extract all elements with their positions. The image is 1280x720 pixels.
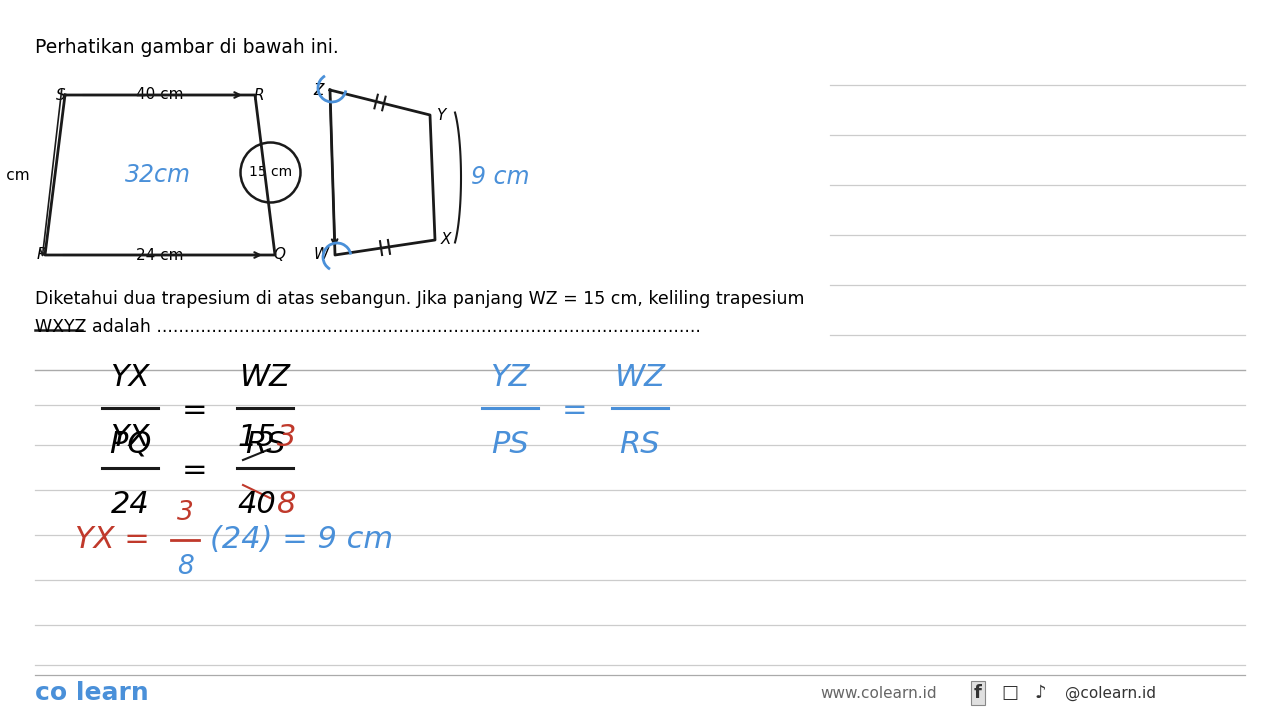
Text: Perhatikan gambar di bawah ini.: Perhatikan gambar di bawah ini. <box>35 38 339 57</box>
Text: 32 cm: 32 cm <box>0 168 29 182</box>
Text: YX: YX <box>110 363 150 392</box>
Text: P: P <box>36 247 46 262</box>
Text: 8: 8 <box>177 554 193 580</box>
Text: S: S <box>56 88 65 103</box>
Text: Y: Y <box>436 108 445 123</box>
Text: YX: YX <box>110 423 150 452</box>
Text: (24) = 9 cm: (24) = 9 cm <box>210 526 393 554</box>
Text: ♪: ♪ <box>1034 684 1046 702</box>
Text: 32cm: 32cm <box>125 163 191 187</box>
Text: 24 cm: 24 cm <box>136 248 184 263</box>
Text: WZ: WZ <box>614 363 666 392</box>
Text: 3: 3 <box>177 500 193 526</box>
Text: 15 cm: 15 cm <box>248 166 292 179</box>
Text: RS: RS <box>244 430 285 459</box>
Text: PQ: PQ <box>109 430 151 459</box>
Text: 15: 15 <box>238 423 276 452</box>
Text: R: R <box>253 88 264 103</box>
Text: www.colearn.id: www.colearn.id <box>820 685 937 701</box>
Text: 9 cm: 9 cm <box>471 166 529 189</box>
Text: □: □ <box>1001 684 1019 702</box>
Text: PS: PS <box>492 430 529 459</box>
Text: 40: 40 <box>238 490 276 519</box>
Text: 3: 3 <box>278 423 297 452</box>
Text: =: = <box>182 456 207 485</box>
Text: WXYZ adalah ....................................................................: WXYZ adalah ............................… <box>35 318 701 336</box>
Text: Diketahui dua trapesium di atas sebangun. Jika panjang WZ = 15 cm, keliling trap: Diketahui dua trapesium di atas sebangun… <box>35 290 805 308</box>
Text: W: W <box>314 247 329 262</box>
Text: 24: 24 <box>110 490 150 519</box>
Text: YZ: YZ <box>490 363 530 392</box>
Text: @colearn.id: @colearn.id <box>1065 685 1156 701</box>
Text: Z: Z <box>314 83 324 98</box>
Text: 8: 8 <box>278 490 297 519</box>
Text: =: = <box>182 397 207 426</box>
Text: f: f <box>974 684 982 702</box>
Text: YX =: YX = <box>76 526 150 554</box>
Text: Q: Q <box>273 247 285 262</box>
Text: 40 cm: 40 cm <box>136 87 184 102</box>
Text: co learn: co learn <box>35 681 148 705</box>
Text: WZ: WZ <box>239 363 291 392</box>
Text: =: = <box>562 397 588 426</box>
Text: X: X <box>442 232 452 247</box>
Text: RS: RS <box>620 430 660 459</box>
